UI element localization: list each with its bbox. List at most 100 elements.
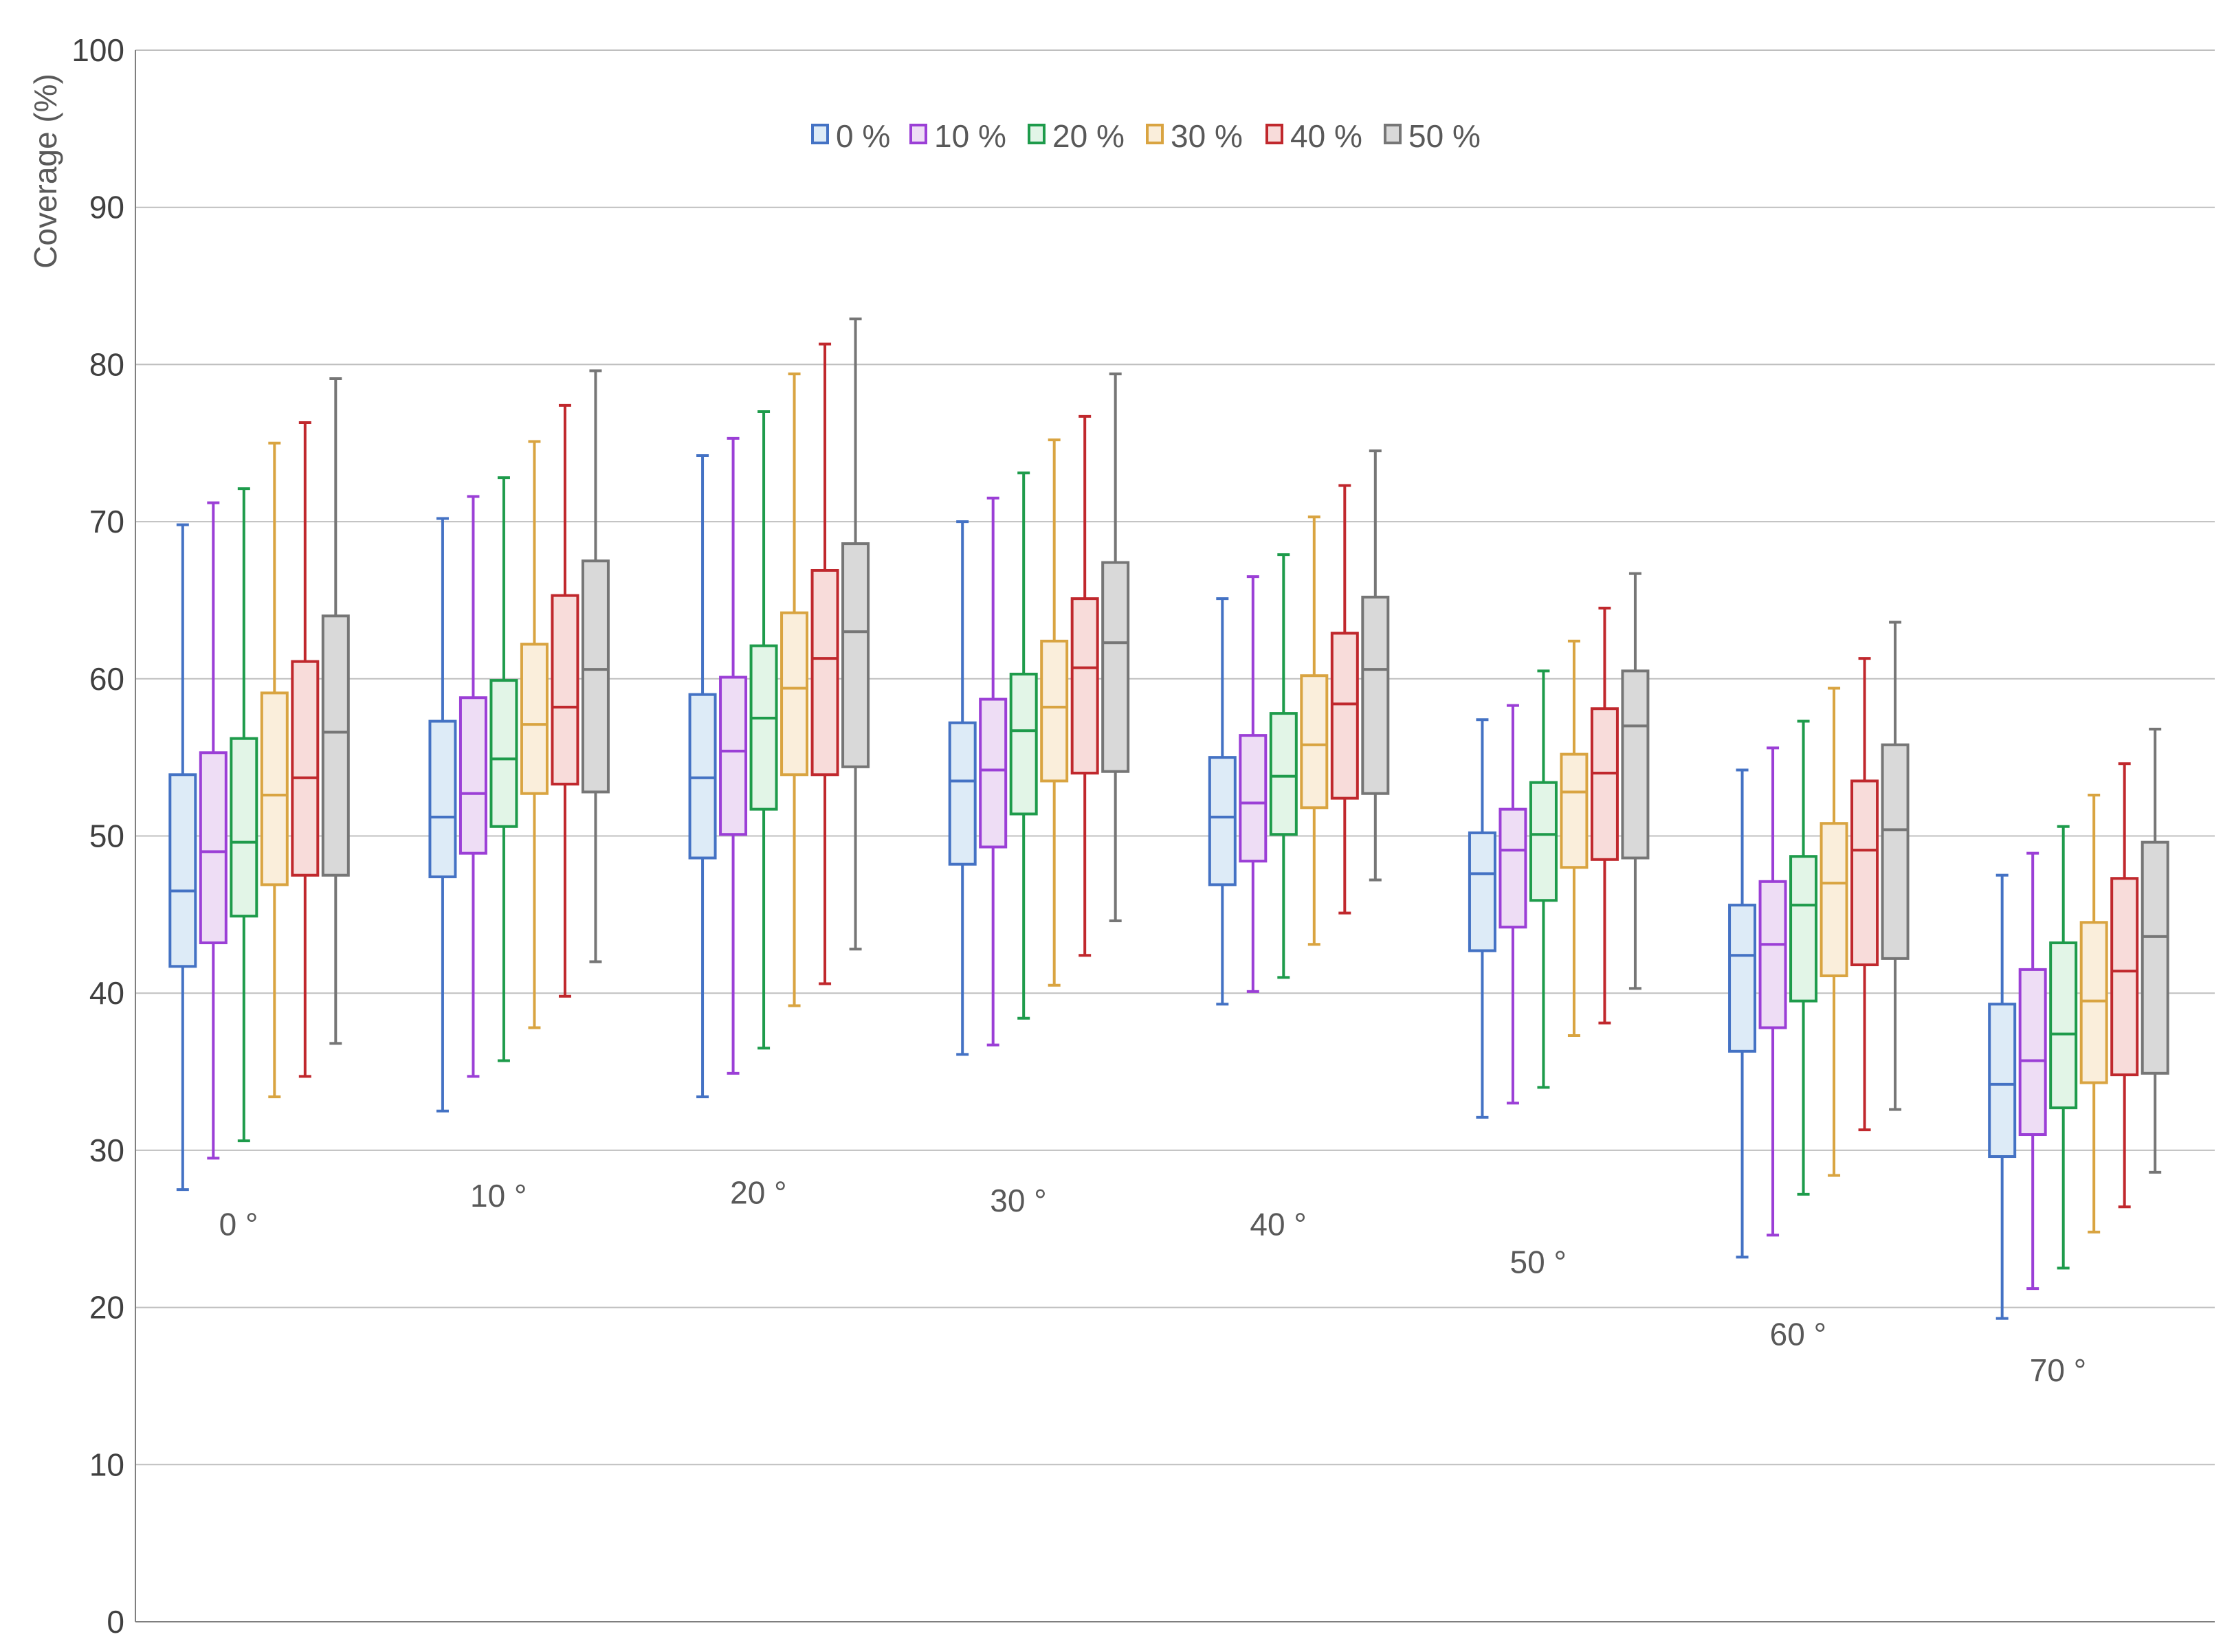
- box-plot: [2049, 825, 2078, 1270]
- box-iqr: [688, 693, 717, 860]
- y-tick-label: 30: [89, 1132, 124, 1168]
- box-iqr: [458, 696, 487, 855]
- legend-swatch: [1384, 124, 1402, 144]
- box-iqr: [1040, 639, 1069, 783]
- box-iqr: [719, 676, 748, 836]
- legend-item: 30 %: [1146, 118, 1243, 154]
- box-plot: [1300, 515, 1329, 946]
- box-iqr: [1529, 781, 1558, 902]
- box-iqr: [1560, 752, 1589, 869]
- box-iqr: [2018, 968, 2047, 1137]
- box-iqr: [428, 719, 457, 878]
- box-iqr: [780, 611, 809, 777]
- y-tick-label: 0: [107, 1604, 124, 1640]
- legend-item: 10 %: [909, 118, 1006, 154]
- box-plot: [1789, 719, 1818, 1196]
- box-iqr: [230, 737, 258, 918]
- box-plot: [1850, 657, 1879, 1132]
- box-iqr: [1468, 831, 1496, 952]
- legend-label: 0 %: [836, 118, 890, 154]
- box-iqr: [1239, 734, 1268, 863]
- series-40-percent: [291, 342, 2139, 1209]
- box-iqr: [1728, 904, 1757, 1053]
- y-tick-label: 50: [89, 818, 124, 854]
- category-label: 60 °: [1770, 1316, 1826, 1352]
- box-plot: [1621, 572, 1650, 990]
- box-plot: [458, 495, 487, 1078]
- y-tick-label: 60: [89, 661, 124, 697]
- box-plot: [2079, 794, 2108, 1234]
- box-iqr: [1101, 561, 1130, 773]
- box-iqr: [1850, 779, 1879, 967]
- box-plot: [1590, 606, 1619, 1025]
- box-plot: [230, 487, 258, 1143]
- series-30-percent: [260, 372, 2108, 1234]
- box-plot: [1070, 414, 1099, 957]
- category-label: 70 °: [2030, 1352, 2086, 1388]
- box-iqr: [810, 568, 839, 777]
- box-iqr: [581, 559, 610, 794]
- series-0-percent: [168, 454, 2017, 1320]
- box-iqr: [749, 644, 778, 811]
- box-plot: [260, 441, 289, 1099]
- box-iqr: [2049, 941, 2078, 1110]
- series-10-percent: [199, 436, 2047, 1291]
- box-plot: [1009, 471, 1038, 1020]
- y-tick-label: 40: [89, 975, 124, 1011]
- box-plot: [719, 436, 748, 1075]
- box-plot: [2018, 851, 2047, 1291]
- category-labels: 0 ° 10 ° 20 ° 30 ° 40 ° 50 ° 60 ° 70 °: [219, 1175, 2086, 1388]
- box-plot: [810, 342, 839, 985]
- box-iqr: [520, 643, 549, 795]
- box-plot: [1468, 718, 1496, 1119]
- box-iqr: [1820, 822, 1848, 978]
- box-iqr: [841, 542, 870, 768]
- legend-item: 40 %: [1265, 118, 1362, 154]
- box-plot: [2110, 762, 2139, 1209]
- box-plot: [168, 523, 197, 1192]
- category-label: 40 °: [1250, 1206, 1306, 1242]
- series-50-percent: [321, 317, 2169, 1174]
- box-plot: [1269, 553, 1298, 979]
- box-series: [168, 317, 2169, 1320]
- box-iqr: [1070, 597, 1099, 775]
- category-label: 0 °: [219, 1206, 258, 1242]
- box-iqr: [2079, 921, 2108, 1084]
- legend-swatch: [1028, 124, 1046, 144]
- gridlines: [135, 49, 2215, 1466]
- box-plot: [1101, 372, 1130, 922]
- box-iqr: [1208, 756, 1237, 886]
- y-tick-label: 10: [89, 1447, 124, 1482]
- box-iqr: [1300, 674, 1329, 810]
- box-iqr: [1988, 1003, 2017, 1159]
- legend-label: 30 %: [1171, 118, 1243, 154]
- box-iqr: [1009, 672, 1038, 816]
- y-tick-label: 90: [89, 190, 124, 225]
- box-iqr: [199, 751, 228, 945]
- y-axis-ticks: 0 10 20 30 40 50 60 70 80 90 100: [71, 32, 124, 1640]
- box-plot: [2141, 727, 2169, 1174]
- box-iqr: [551, 594, 579, 786]
- box-plot: [948, 520, 977, 1056]
- box-iqr: [489, 679, 518, 828]
- box-plot: [1560, 639, 1589, 1037]
- category-label: 10 °: [470, 1178, 527, 1214]
- box-plot: [199, 501, 228, 1160]
- box-iqr: [1498, 807, 1527, 929]
- y-tick-label: 20: [89, 1290, 124, 1326]
- box-iqr: [1590, 707, 1619, 861]
- y-tick-label: 70: [89, 504, 124, 539]
- box-iqr: [1361, 595, 1390, 795]
- series-20-percent: [230, 410, 2078, 1270]
- legend-item: 50 %: [1384, 118, 1481, 154]
- box-plot: [551, 403, 579, 998]
- legend-label: 10 %: [934, 118, 1006, 154]
- y-tick-label: 100: [71, 32, 124, 68]
- box-iqr: [1758, 880, 1787, 1029]
- box-plot: [1881, 621, 1910, 1111]
- box-plot: [780, 372, 809, 1007]
- box-plot: [1040, 438, 1069, 987]
- box-plot: [1728, 768, 1757, 1259]
- category-label: 50 °: [1510, 1244, 1567, 1280]
